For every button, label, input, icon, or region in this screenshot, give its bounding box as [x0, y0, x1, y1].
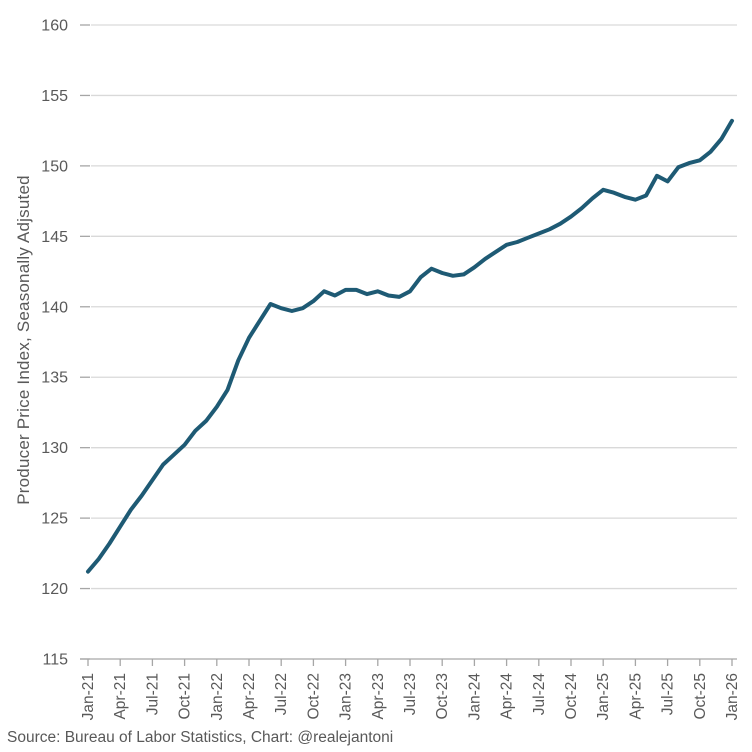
x-tick-label: Apr-24	[499, 673, 516, 720]
y-tick-label: 140	[41, 299, 68, 316]
y-tick-label: 115	[42, 652, 68, 669]
source-note: Source: Bureau of Labor Statistics, Char…	[7, 729, 394, 746]
y-tick-label: 150	[41, 158, 68, 175]
x-tick-label: Apr-21	[112, 673, 129, 720]
x-tick-label: Jan-21	[80, 673, 97, 720]
y-tick-label: 125	[41, 511, 68, 528]
y-tick-label: 135	[41, 370, 68, 387]
x-tick-label: Oct-22	[305, 673, 322, 720]
x-tick-label: Jul-24	[531, 673, 548, 716]
y-axis-title: Producer Price Index, Seasonally Adjsute…	[14, 175, 33, 505]
y-tick-label: 160	[41, 18, 68, 35]
x-tick-label: Apr-23	[370, 673, 387, 720]
x-tick-label: Apr-22	[241, 673, 258, 720]
y-tick-label: 130	[41, 440, 68, 457]
ppi-series-line	[86, 118, 734, 574]
x-tick-label: Jan-23	[338, 673, 355, 720]
x-tick-label: Jan-22	[209, 673, 226, 720]
x-tick-label: Jul-25	[660, 673, 677, 715]
x-tick-label: Jan-24	[466, 673, 483, 721]
x-tick-label: Apr-25	[627, 673, 644, 720]
x-tick-label: Jul-22	[273, 673, 290, 715]
y-tick-label: 120	[41, 581, 68, 598]
x-tick-label: Oct-25	[692, 673, 709, 720]
x-tick-label: Jan-25	[595, 673, 612, 720]
x-tick-label: Jul-23	[402, 673, 419, 715]
x-tick-label: Oct-23	[434, 673, 451, 720]
x-tick-label: Oct-21	[177, 673, 194, 720]
x-tick-label: Oct-24	[563, 673, 580, 720]
y-tick-label: 155	[41, 88, 68, 105]
y-tick-label: 145	[41, 229, 68, 246]
x-tick-label: Jul-21	[144, 673, 161, 715]
x-tick-label: Jan-26	[724, 673, 741, 720]
